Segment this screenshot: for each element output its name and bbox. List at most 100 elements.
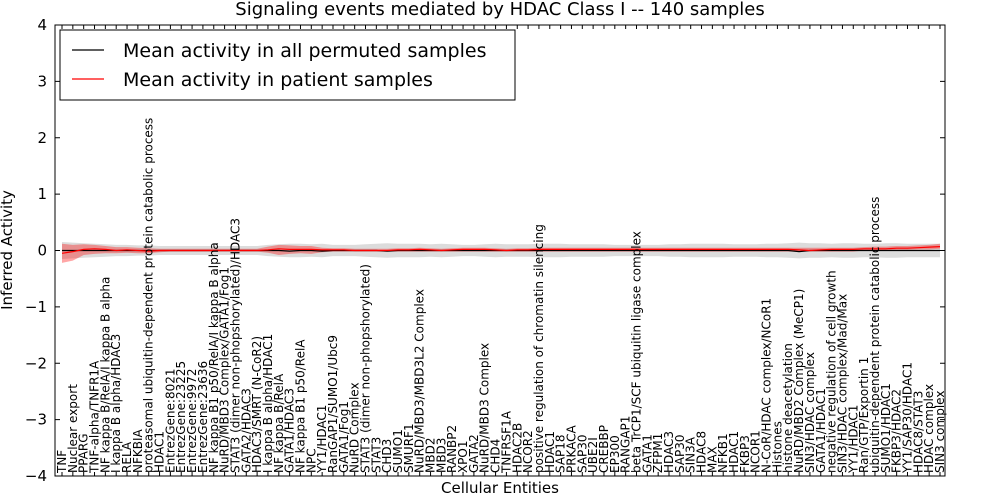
x-tick-label-71: negative regulation of cell growth: [825, 270, 839, 473]
x-tick-label-79: HDAC8/STAT3: [911, 391, 925, 473]
x-tick-label-54: GATA1: [640, 434, 654, 473]
x-tick-label-49: UBE2I: [586, 437, 600, 473]
x-tick-label-7: NFKBIA: [131, 429, 145, 474]
x-tick-label-25: RanGAP1/SUMO1/Ubc9: [326, 335, 340, 473]
x-tick-label-53: beta TrCP1/SCF ubiquitin ligase complex: [630, 231, 644, 473]
x-tick-label-59: HDAC8: [695, 431, 709, 473]
x-tick-label-61: NFKB1: [716, 433, 730, 473]
x-tick-label-46: SAP18: [554, 434, 568, 473]
x-tick-label-4: NF kappa B/RelA/I kappa B alpha: [98, 277, 112, 473]
x-tick-label-0: TNF: [55, 450, 69, 474]
x-tick-label-31: SUMO1: [391, 429, 405, 473]
x-tick-label-11: EntrezGene:23225: [174, 361, 188, 473]
x-tick-label-10: EntrezGene:8021: [163, 369, 177, 474]
x-tick-label-19: I kappa B alpha/HDAC1: [261, 334, 275, 473]
x-tick-label-55: ZFPM1: [651, 433, 665, 473]
y-tick-label-2: −2: [25, 354, 47, 372]
y-tick-label-0: −4: [25, 467, 47, 485]
x-tick-label-66: Histones: [770, 421, 784, 473]
legend-box: [59, 29, 516, 101]
x-tick-label-3: TNF-alpha/TNFR1A: [88, 360, 102, 474]
x-tick-label-47: PRKACA: [565, 424, 579, 473]
series-line-1: [61, 246, 941, 254]
y-tick-label-7: 3: [37, 72, 47, 90]
x-tick-label-80: HDAC complex: [922, 384, 936, 473]
x-tick-label-41: TNFRSF1A: [499, 410, 513, 474]
x-tick-label-72: SIN3/HDAC complex/Mad/Max: [835, 294, 849, 473]
legend-label-patient: Mean activity in patient samples: [123, 69, 433, 91]
x-tick-label-38: GATA2: [467, 434, 481, 473]
x-tick-label-76: SUMO1/HDAC1: [879, 383, 893, 473]
x-tick-label-37: XPO1: [456, 440, 470, 473]
x-tick-label-9: HDAC1: [153, 431, 167, 473]
x-tick-label-45: HDAC1: [543, 431, 557, 473]
x-tick-label-57: SAP30: [673, 434, 687, 473]
x-tick-label-65: N-CoR/HDAC complex/NCoR1: [760, 298, 774, 473]
x-tick-label-16: STAT3 (dimer non-phopshorylated)/HDAC3: [228, 218, 242, 473]
chart-title: Signaling events mediated by HDAC Class …: [235, 0, 764, 20]
x-tick-label-12: EntrezGene:9972: [185, 369, 199, 474]
y-tick-label-3: −1: [25, 298, 47, 316]
x-tick-label-48: SAP30: [575, 434, 589, 473]
x-tick-label-26: GATA1/Fog1: [337, 401, 351, 473]
x-tick-label-58: SIN3A: [684, 436, 698, 473]
x-tick-label-8: proteasomal ubiquitin-dependent protein …: [142, 118, 156, 473]
x-tick-label-73: YY1/HDAC1: [846, 405, 860, 474]
x-tick-label-27: NuRD Complex: [348, 382, 362, 473]
x-tick-label-33: NuRD/MBD3/MBD3L2 Complex: [413, 289, 427, 473]
x-tick-label-40: CHD4: [489, 439, 503, 473]
x-tick-label-29: STAT3: [369, 437, 383, 473]
y-tick-label-5: 1: [37, 185, 47, 203]
x-tick-label-81: SIN3 complex: [933, 391, 947, 473]
x-tick-label-22: NF kappa B1 p50/RelA: [294, 339, 308, 473]
x-tick-label-36: RANBP2: [445, 425, 459, 473]
x-tick-label-63: FKBP3: [738, 435, 752, 473]
x-tick-label-39: NuRD/MBD3 Complex: [478, 343, 492, 473]
x-tick-label-44: positive regulation of chromatin silenci…: [532, 224, 546, 473]
legend-label-permuted: Mean activity in all permuted samples: [123, 40, 486, 62]
y-axis: −4 −3 −2 −1 0 1 2 3 4: [25, 16, 945, 485]
y-axis-label: Inferred Activity: [0, 190, 16, 310]
x-tick-label-70: GATA1/HDAC1: [814, 388, 828, 473]
x-tick-label-15: NuRD/MBD3 Complex/GATA1/Fog1: [218, 267, 232, 473]
x-tick-label-77: FKBP3/HDAC2: [890, 389, 904, 473]
x-tick-label-68: NuRD/MBD2 Complex (MeCP1): [792, 289, 806, 473]
y-tick-label-4: 0: [37, 242, 47, 260]
x-tick-label-35: MBD3: [434, 438, 448, 473]
x-tick-label-75: ubiquitin-dependent protein catabolic pr…: [868, 197, 882, 473]
x-tick-label-56: HDAC3: [662, 431, 676, 473]
x-tick-label-60: MAX: [705, 446, 719, 473]
y-tick-label-1: −3: [25, 411, 47, 429]
x-tick-label-32: SMURF1: [402, 423, 416, 473]
x-tick-label-52: RANGAP1: [619, 416, 633, 473]
x-tick-label-14: NF kappa B1 p50/RelA/I kappa B alpha: [207, 242, 221, 473]
x-tick-label-18: HDAC3/SMRT (N-CoR2): [250, 336, 264, 473]
x-tick-label-2: PPARG: [77, 433, 91, 473]
x-tick-label-24: YY1/HDAC1: [315, 405, 329, 474]
x-tick-label-13: EntrezGene:23636: [196, 361, 210, 473]
x-tick-label-64: NCOR1: [749, 430, 763, 473]
x-tick-label-74: Ran/GTP/Exportin 1: [857, 357, 871, 473]
x-tick-label-17: GATA2/HDAC3: [239, 388, 253, 473]
x-tick-label-28: STAT3 (dimer non-phopshorylated): [359, 264, 373, 473]
x-tick-label-67: histone deacetylation: [781, 343, 795, 473]
x-tick-label-30: CHD3: [380, 439, 394, 473]
x-tick-label-20: NF kappa B/RelA: [272, 373, 286, 473]
legend: Mean activity in all permuted samples Me…: [59, 29, 516, 101]
x-tick-label-78: YY1/SAP30/HDAC1: [901, 362, 915, 474]
x-tick-label-21: GATA1/HDAC3: [283, 388, 297, 473]
x-tick-label-43: NCOR2: [521, 430, 535, 473]
x-tick-label-50: CREBBP: [597, 425, 611, 473]
y-tick-label-8: 4: [37, 16, 47, 34]
x-axis-label: Cellular Entities: [441, 479, 559, 497]
y-tick-label-6: 2: [37, 129, 47, 147]
x-tick-label-23: NPC: [304, 448, 318, 473]
x-tick-label-34: MBD2: [424, 437, 438, 472]
x-tick-label-42: HDAC2B: [510, 423, 524, 473]
x-tick-label-1: Nuclear export: [66, 384, 80, 473]
x-tick-label-6: RELA: [120, 441, 134, 473]
x-tick-label-69: SIN3/HDAC complex: [803, 352, 817, 473]
x-tick-label-62: HDAC1: [727, 431, 741, 473]
